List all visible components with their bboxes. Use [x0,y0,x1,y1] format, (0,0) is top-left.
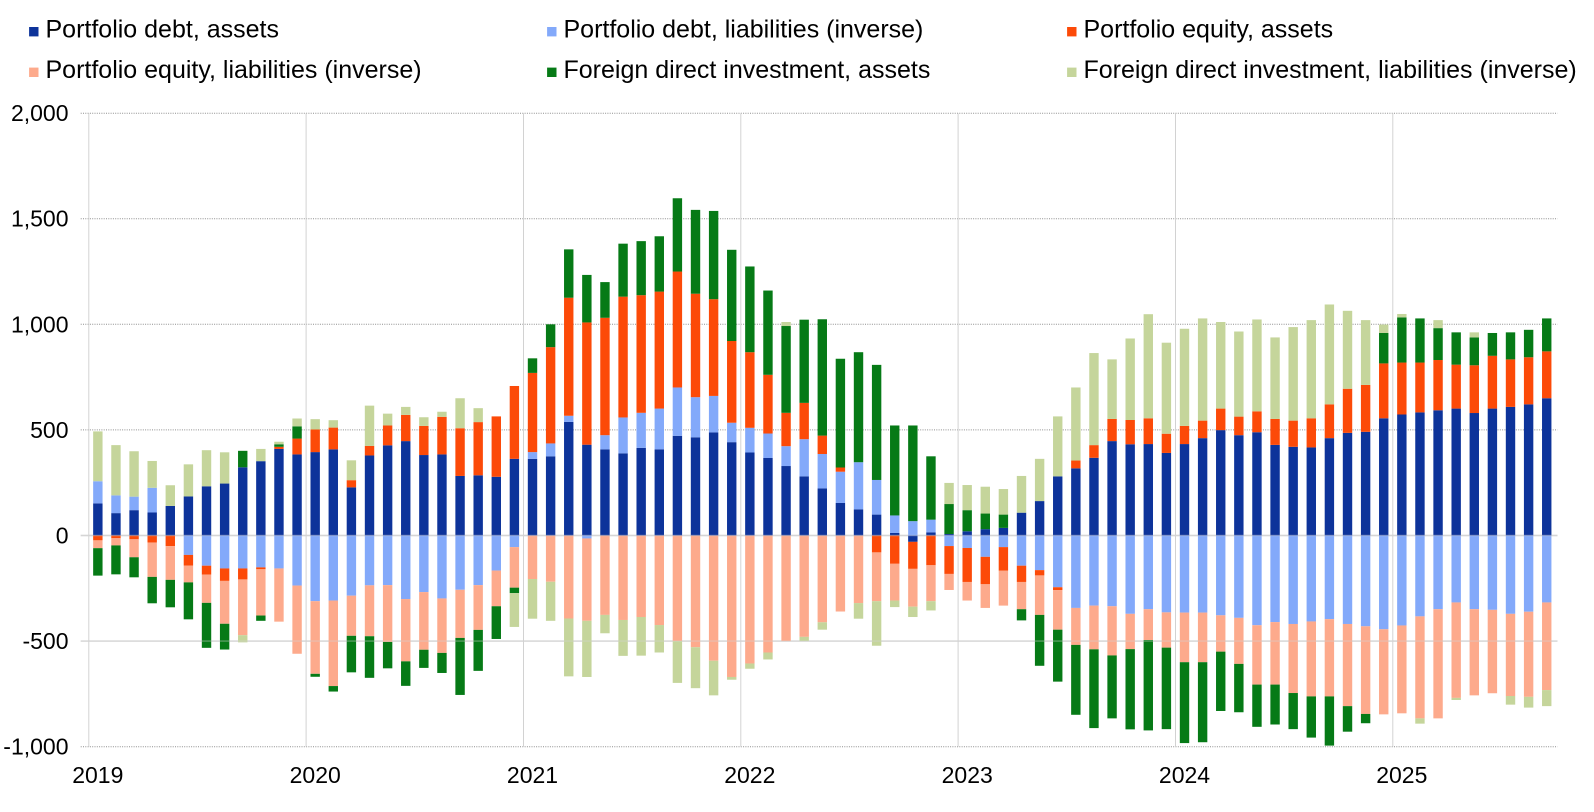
svg-text:-1,000: -1,000 [3,734,68,760]
svg-text:2022: 2022 [724,762,775,788]
svg-text:Foreign direct investment, lia: Foreign direct investment, liabilities (… [1084,56,1577,84]
svg-text:2024: 2024 [1159,762,1210,788]
svg-text:2023: 2023 [942,762,993,788]
svg-text:Foreign direct investment, ass: Foreign direct investment, assets [564,56,931,84]
svg-text:Portfolio debt, assets: Portfolio debt, assets [46,15,279,43]
svg-text:Portfolio equity, liabilities: Portfolio equity, liabilities (inverse) [46,56,422,84]
svg-text:Portfolio equity, assets: Portfolio equity, assets [1084,15,1334,43]
svg-text:500: 500 [30,417,68,443]
svg-text:2019: 2019 [72,762,123,788]
svg-text:2020: 2020 [290,762,341,788]
svg-text:Portfolio debt, liabilities (i: Portfolio debt, liabilities (inverse) [564,15,924,43]
svg-text:1,000: 1,000 [11,311,69,337]
svg-text:1,500: 1,500 [11,206,69,232]
svg-text:0: 0 [56,523,69,549]
svg-text:-500: -500 [22,628,68,654]
svg-text:2,000: 2,000 [11,100,69,126]
svg-text:2021: 2021 [507,762,558,788]
svg-text:2025: 2025 [1376,762,1427,788]
